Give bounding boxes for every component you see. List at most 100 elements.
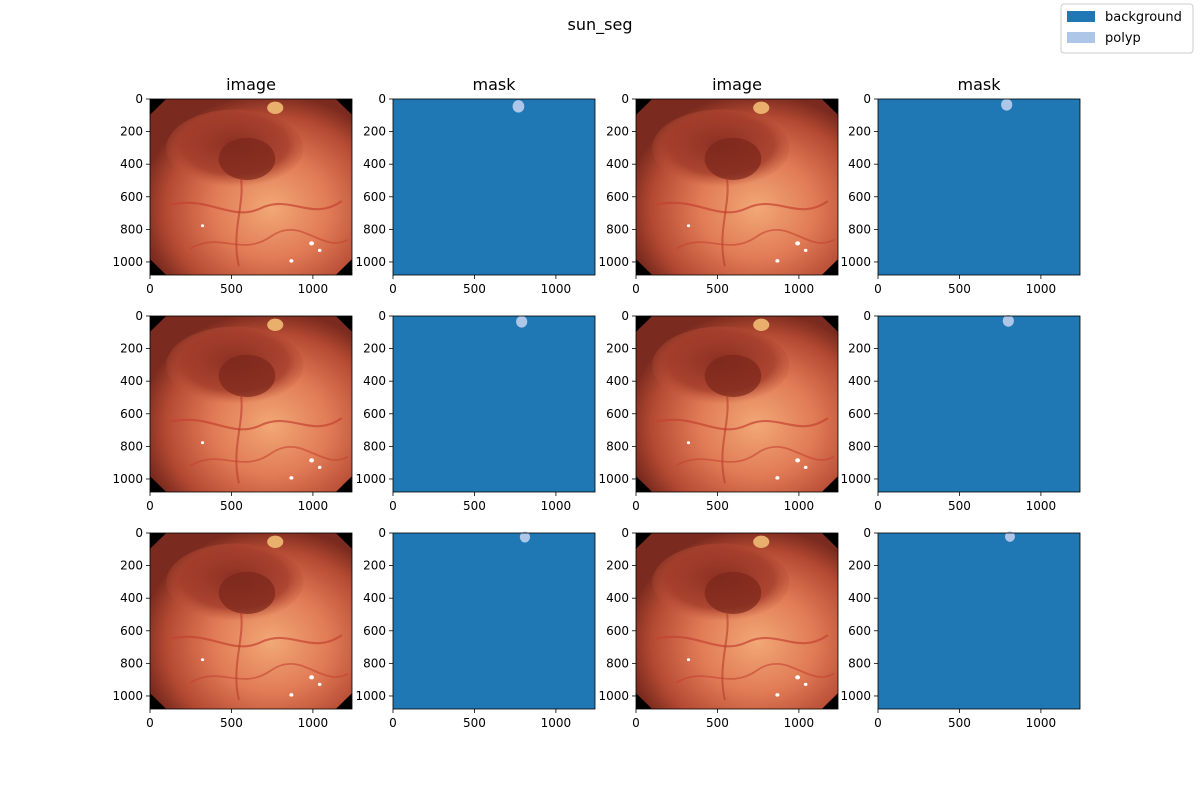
y-tick-label: 400	[848, 591, 871, 605]
y-tick-label: 600	[120, 190, 143, 204]
x-tick-label: 500	[706, 499, 729, 513]
axes-frame	[635, 532, 839, 710]
x-tick-label: 500	[463, 716, 486, 730]
y-tick-label: 600	[120, 407, 143, 421]
x-tick-label: 500	[220, 716, 243, 730]
y-tick-label: 1000	[840, 472, 871, 486]
x-tick-label: 1000	[541, 499, 572, 513]
y-tick-label: 0	[621, 526, 629, 540]
axes-frame	[392, 315, 596, 493]
legend-label-polyp: polyp	[1105, 31, 1141, 46]
y-tick-label: 800	[363, 439, 386, 453]
polyp-region	[1004, 531, 1015, 542]
legend: background polyp	[1060, 3, 1194, 54]
y-tick-label: 1000	[112, 255, 143, 269]
y-tick-label: 1000	[355, 689, 386, 703]
axes-frame	[149, 315, 353, 493]
y-tick-label: 800	[120, 656, 143, 670]
y-tick-label: 200	[363, 559, 386, 573]
y-tick-label: 800	[120, 222, 143, 236]
x-tick-label: 0	[874, 716, 882, 730]
x-tick-label: 0	[146, 282, 154, 296]
y-tick-label: 200	[606, 559, 629, 573]
y-tick-label: 1000	[112, 689, 143, 703]
x-tick-label: 1000	[1026, 499, 1057, 513]
y-tick-label: 800	[120, 439, 143, 453]
y-tick-label: 0	[135, 526, 143, 540]
y-tick-label: 400	[363, 157, 386, 171]
mask-background	[878, 99, 1080, 275]
axes-frame	[392, 532, 596, 710]
y-tick-label: 0	[378, 92, 386, 106]
x-tick-label: 500	[948, 282, 971, 296]
y-tick-label: 200	[848, 342, 871, 356]
y-tick-label: 1000	[598, 255, 629, 269]
y-tick-label: 200	[606, 125, 629, 139]
x-tick-label: 500	[948, 499, 971, 513]
y-tick-label: 800	[848, 656, 871, 670]
axes-frame	[877, 532, 1081, 710]
polyp-region	[1001, 98, 1013, 111]
endoscopy-image	[150, 533, 352, 709]
y-tick-label: 1000	[112, 472, 143, 486]
axes-frame	[149, 532, 353, 710]
column-title: mask	[958, 75, 1002, 94]
y-tick-label: 400	[848, 374, 871, 388]
legend-swatch-background	[1067, 11, 1095, 22]
column-title: mask	[473, 75, 517, 94]
y-tick-label: 800	[606, 656, 629, 670]
y-tick-label: 400	[120, 157, 143, 171]
y-tick-label: 200	[120, 125, 143, 139]
y-tick-label: 0	[621, 92, 629, 106]
x-tick-label: 500	[220, 282, 243, 296]
y-tick-label: 800	[848, 439, 871, 453]
mask-background	[393, 533, 595, 709]
column-title: image	[226, 75, 276, 94]
polyp-region	[516, 315, 528, 328]
y-tick-label: 800	[848, 222, 871, 236]
y-tick-label: 0	[863, 309, 871, 323]
x-tick-label: 0	[146, 499, 154, 513]
y-tick-label: 200	[363, 342, 386, 356]
y-tick-label: 200	[120, 559, 143, 573]
polyp-region	[512, 100, 525, 113]
y-tick-label: 600	[848, 407, 871, 421]
x-tick-label: 0	[389, 499, 397, 513]
x-tick-label: 0	[632, 499, 640, 513]
x-tick-label: 1000	[784, 499, 815, 513]
x-tick-label: 1000	[784, 716, 815, 730]
x-tick-label: 0	[389, 716, 397, 730]
x-tick-label: 1000	[298, 716, 329, 730]
endoscopy-image	[150, 99, 352, 275]
x-tick-label: 500	[463, 282, 486, 296]
x-tick-label: 0	[389, 282, 397, 296]
column-title: image	[712, 75, 762, 94]
y-tick-label: 1000	[840, 689, 871, 703]
y-tick-label: 200	[848, 125, 871, 139]
axes-frame	[877, 315, 1081, 493]
y-tick-label: 400	[848, 157, 871, 171]
legend-label-background: background	[1105, 10, 1182, 25]
x-tick-label: 1000	[541, 716, 572, 730]
y-tick-label: 800	[606, 439, 629, 453]
endoscopy-image	[636, 316, 838, 492]
mask-background	[393, 316, 595, 492]
mask-background	[878, 316, 1080, 492]
y-tick-label: 1000	[355, 472, 386, 486]
axes-frame	[877, 98, 1081, 276]
y-tick-label: 1000	[355, 255, 386, 269]
y-tick-label: 600	[120, 624, 143, 638]
x-tick-label: 500	[463, 499, 486, 513]
figure-title: sun_seg	[568, 15, 633, 35]
x-tick-label: 500	[948, 716, 971, 730]
y-tick-label: 400	[363, 374, 386, 388]
